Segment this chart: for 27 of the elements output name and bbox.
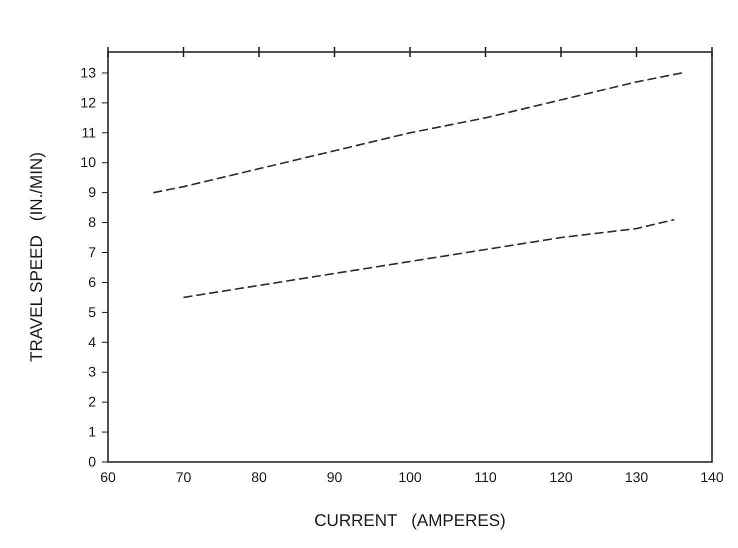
x-tick-label: 130	[624, 468, 648, 485]
y-tick-label: 6	[88, 274, 96, 290]
x-tick-label: 110	[474, 468, 497, 485]
y-tick-label: 9	[88, 184, 96, 200]
x-axis-title: CURRENT (AMPERES)	[314, 511, 506, 530]
y-tick-label: 5	[88, 304, 96, 320]
y-tick-label: 1	[88, 424, 96, 440]
y-tick-label: 10	[80, 154, 96, 170]
y-tick-label: 2	[88, 394, 96, 410]
y-tick-label: 3	[88, 364, 96, 380]
y-tick-label: 4	[88, 334, 96, 350]
x-tick-label: 60	[100, 468, 116, 485]
x-tick-label: 80	[251, 468, 267, 485]
line-series	[152, 72, 683, 194]
y-tick-label: 8	[88, 214, 96, 230]
y-tick-label: 11	[81, 124, 96, 140]
y-tick-label: 7	[88, 244, 96, 260]
x-tick-label: 140	[700, 468, 724, 485]
x-tick-label: 70	[176, 468, 192, 485]
y-tick-label: 0	[88, 453, 96, 470]
y-axis-title: TRAVEL SPEED (IN./MIN)	[27, 152, 46, 362]
x-tick-label: 120	[549, 468, 573, 485]
y-tick-label: 13	[80, 64, 96, 80]
x-tick-label: 90	[326, 468, 342, 485]
x-tick-label: 100	[398, 468, 422, 485]
y-tick-label: 12	[80, 94, 96, 110]
line-series	[182, 218, 676, 298]
